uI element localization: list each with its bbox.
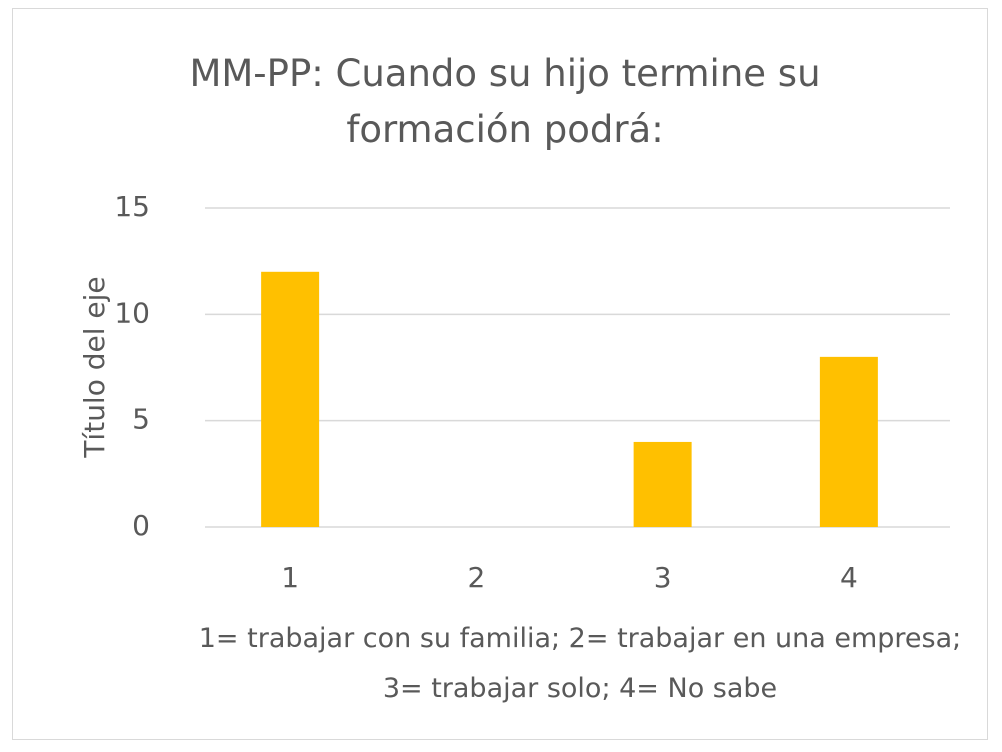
bar bbox=[261, 271, 320, 527]
chart-frame bbox=[12, 8, 988, 740]
chart-title: MM-PP: Cuando su hijo termine su formaci… bbox=[189, 52, 821, 151]
y-tick-label: 10 bbox=[114, 296, 150, 329]
bar bbox=[819, 356, 878, 527]
x-tick-label: 3 bbox=[654, 561, 672, 594]
x-tick-label: 1 bbox=[281, 561, 299, 594]
x-axis-title: 1= trabajar con su familia; 2= trabajar … bbox=[198, 623, 962, 704]
x-tick-label: 2 bbox=[467, 561, 485, 594]
y-tick-label: 0 bbox=[132, 509, 150, 542]
y-tick-label: 5 bbox=[132, 403, 150, 436]
y-axis-title: Título del eje bbox=[78, 276, 111, 458]
bar bbox=[633, 441, 692, 527]
x-tick-label: 4 bbox=[840, 561, 858, 594]
y-tick-label: 15 bbox=[114, 190, 150, 223]
